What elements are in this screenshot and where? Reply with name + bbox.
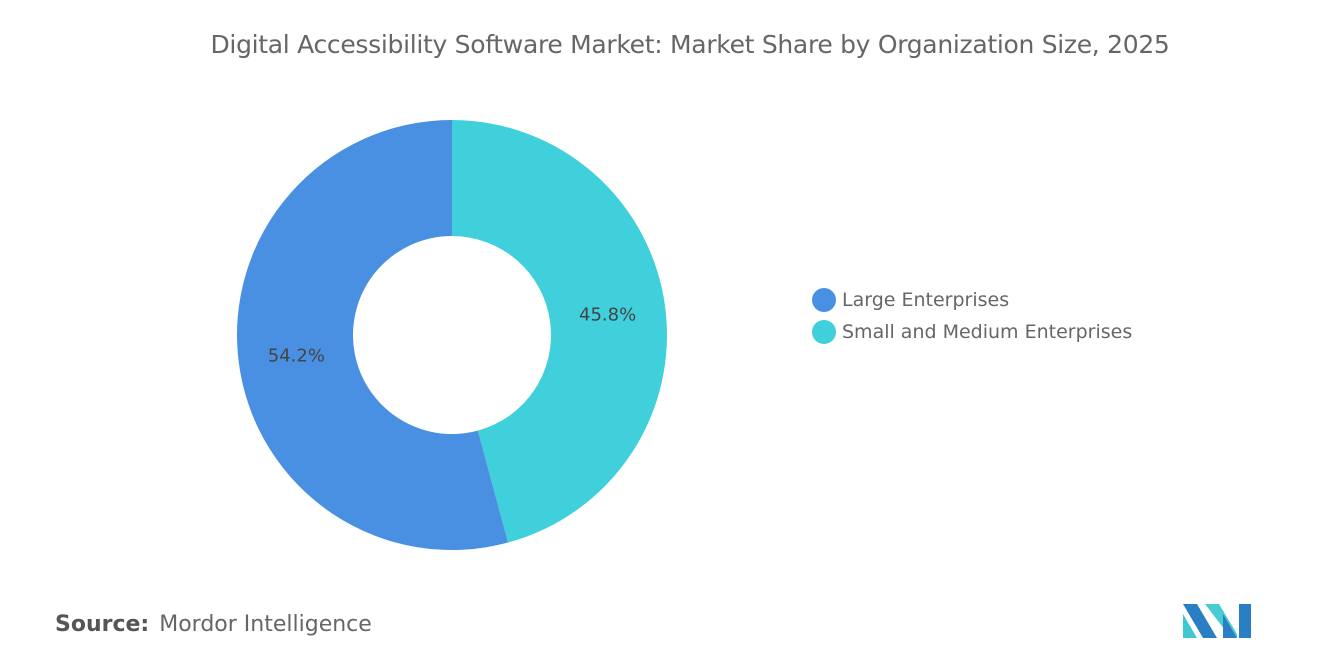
data-label: 54.2%: [268, 346, 325, 367]
source-label: Source:: [55, 612, 150, 637]
source-note: Source: Mordor Intelligence: [55, 612, 372, 637]
chart-title: Digital Accessibility Software Market: M…: [210, 30, 1170, 59]
slice-large-enterprises[interactable]: [236, 120, 509, 551]
legend-swatch: [812, 320, 836, 344]
data-label: 45.8%: [579, 304, 636, 325]
mordor-logo: [1183, 604, 1251, 638]
legend-item-large-enterprises[interactable]: Large Enterprises: [812, 284, 1132, 316]
slice-small-and-medium-enterprises[interactable]: [452, 120, 667, 543]
source-value: Mordor Intelligence: [159, 612, 372, 637]
legend-label: Small and Medium Enterprises: [842, 321, 1133, 343]
legend-label: Large Enterprises: [842, 289, 1010, 311]
legend-item-sme[interactable]: Small and Medium Enterprises: [812, 316, 1132, 348]
legend: Large Enterprises Small and Medium Enter…: [812, 284, 1132, 348]
legend-swatch: [812, 288, 836, 312]
